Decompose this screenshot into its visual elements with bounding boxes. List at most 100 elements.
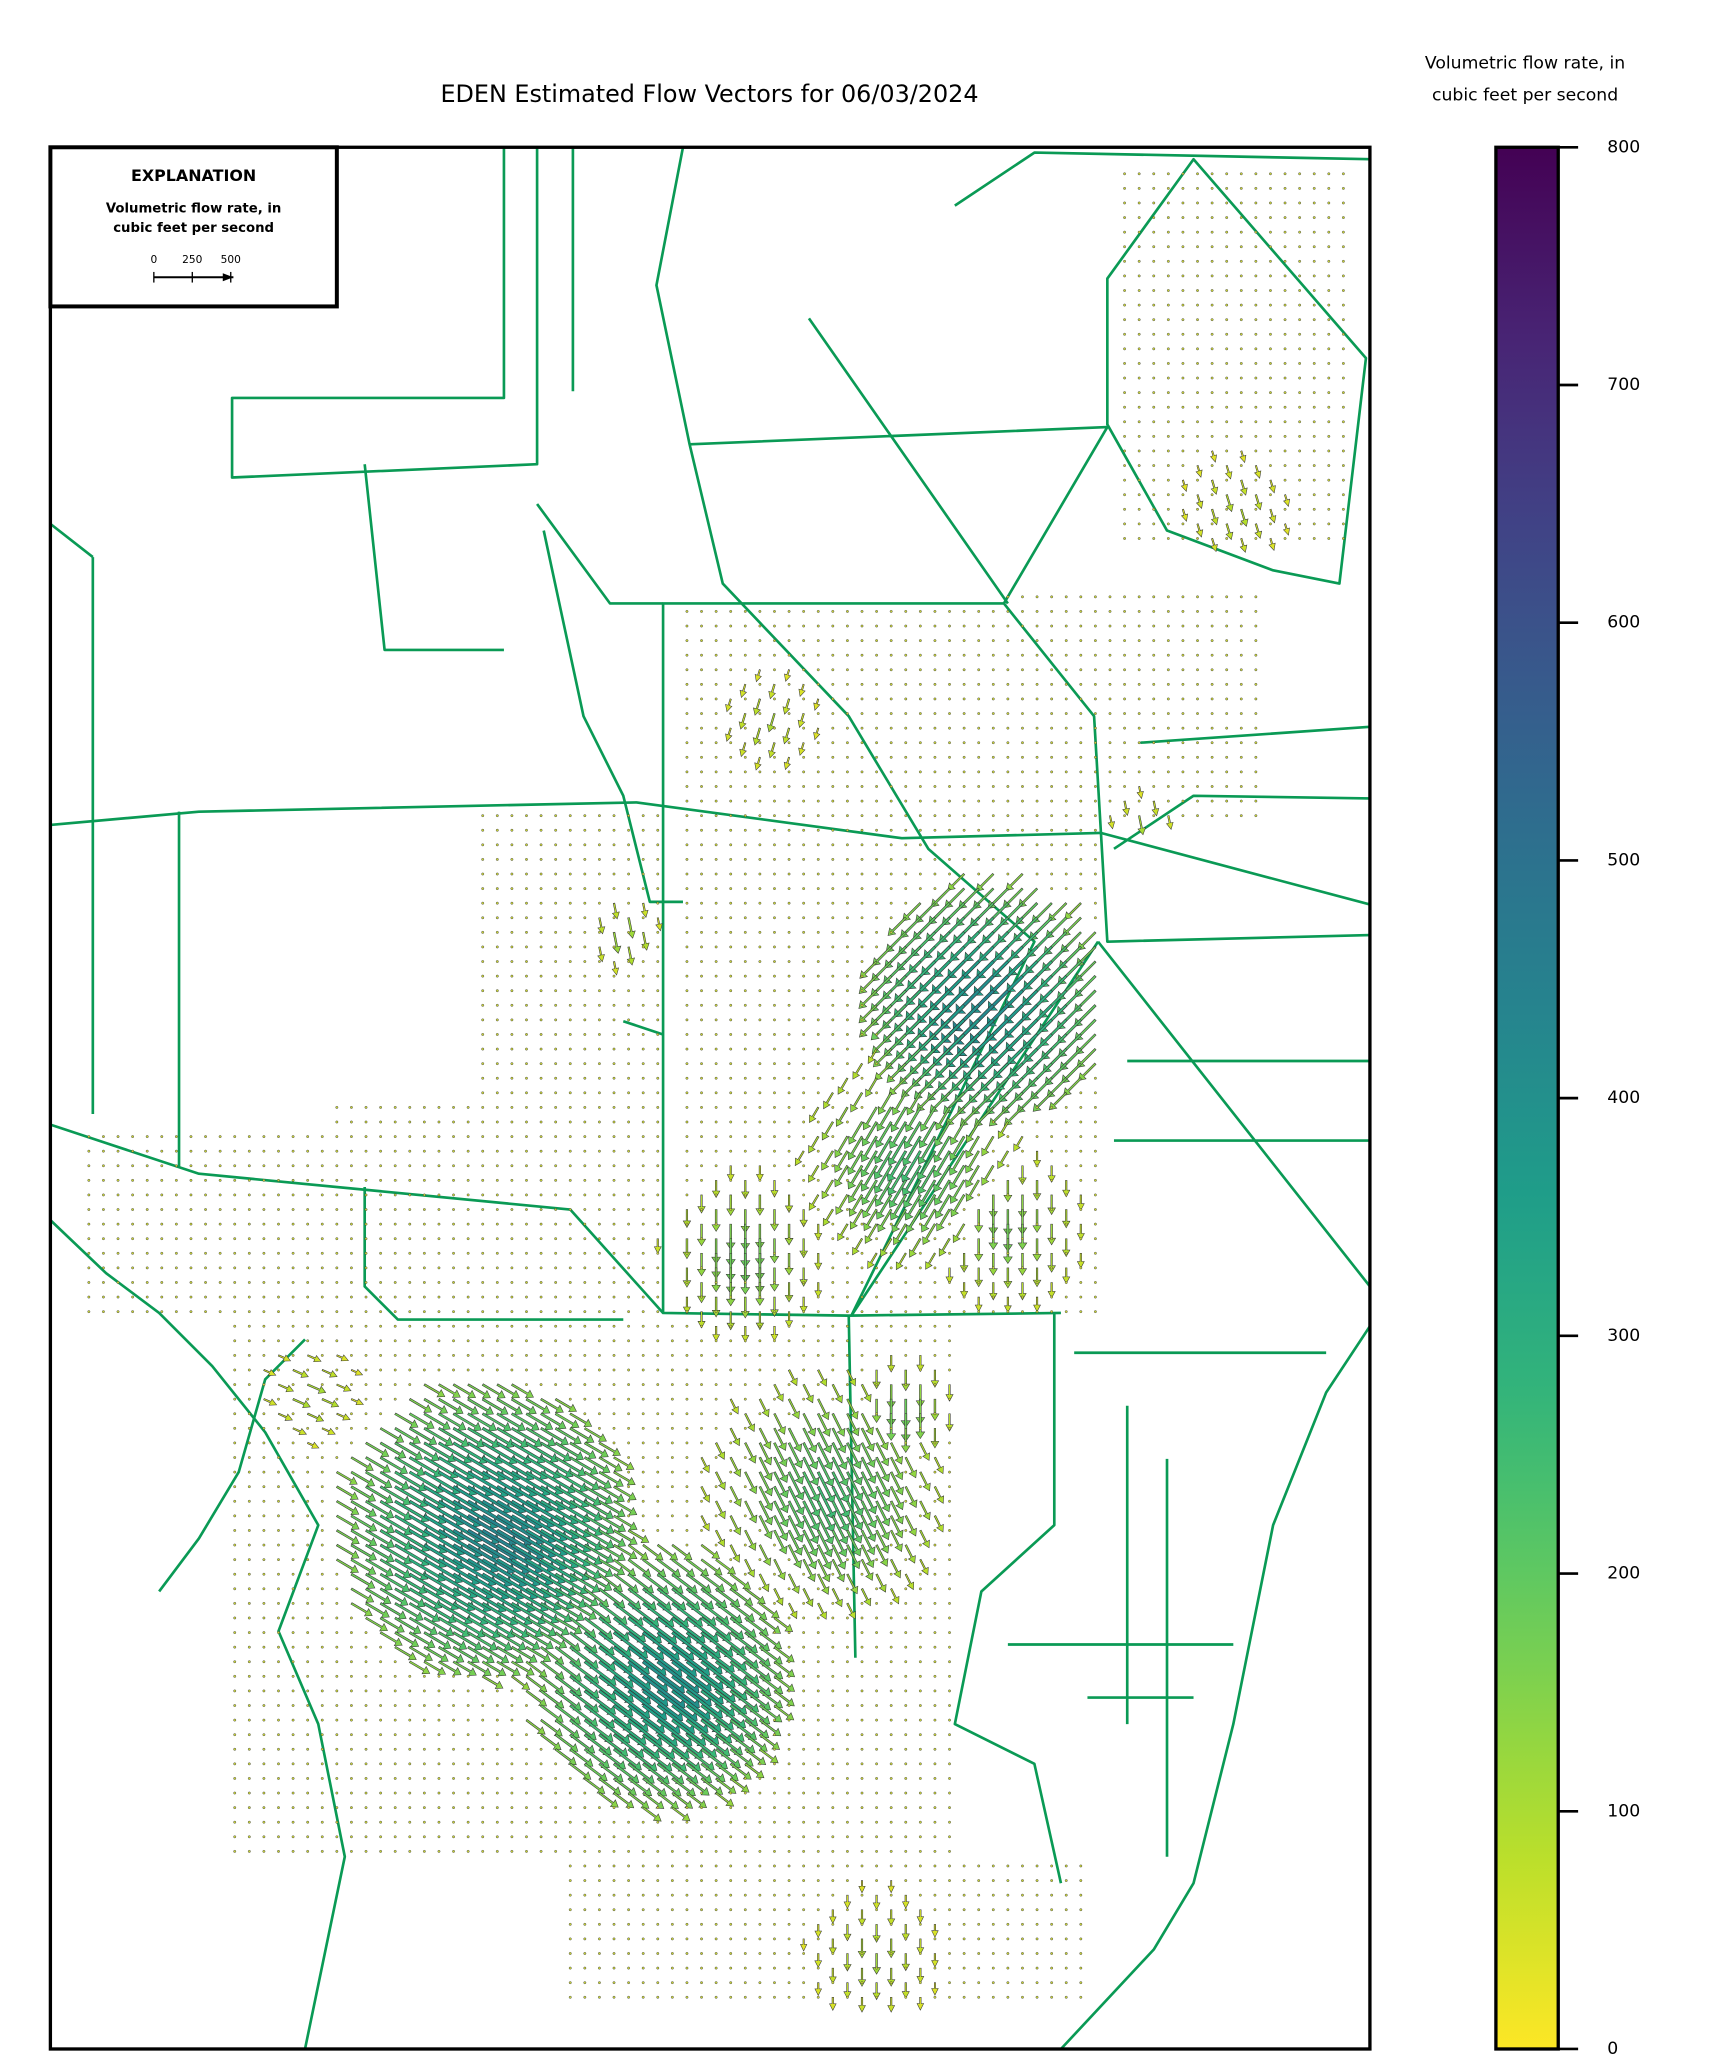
flow-point [831,1879,835,1882]
flow-point [233,1178,237,1182]
flow-point [977,741,981,745]
flow-point [598,1120,601,1124]
flow-point [904,799,908,803]
flow-vector [831,1514,849,1545]
flow-point [277,1441,280,1445]
flow-vector [700,1485,710,1503]
flow-point [583,1908,587,1912]
flow-point [1035,828,1039,832]
flow-point [525,1704,528,1707]
flow-vector [583,1470,612,1489]
flow-point [685,814,689,818]
flow-point [612,1281,616,1284]
flow-point [1181,434,1185,438]
flow-vector [860,1383,872,1403]
flow-point [1006,653,1010,657]
flow-point [977,697,981,701]
flow-point [933,1441,937,1445]
flow-point [918,785,922,788]
flow-point [743,1033,747,1036]
flow-point [1196,785,1199,788]
flow-point [627,1003,630,1007]
flow-vector [814,1223,823,1241]
flow-vector [974,1106,995,1127]
flow-point [1050,858,1054,861]
flow-vector [860,1135,878,1163]
flow-point [743,799,747,803]
flow-point [773,1106,776,1109]
flow-point [1166,639,1170,643]
flow-point [525,1354,528,1357]
flow-vector [744,1442,757,1464]
flow-point [525,974,528,978]
flow-point [262,1718,266,1722]
flow-point [437,1208,441,1211]
flow-point [598,1922,601,1926]
flow-point [1181,493,1185,497]
flow-point [729,1820,733,1824]
flow-point [714,1120,718,1124]
flow-point [962,697,966,701]
flow-point [510,1747,514,1751]
flow-vector [933,1485,944,1504]
flow-point [379,1689,382,1693]
flow-vector [758,1718,782,1737]
flow-vector [394,1427,421,1445]
flow-vector [671,1791,694,1809]
flow-vector [813,727,821,741]
flow-point [1342,347,1345,351]
flow-point [306,1835,310,1839]
flow-point [1006,755,1010,759]
flow-point [875,712,878,715]
flow-point [262,1208,266,1211]
flow-point [612,1922,616,1926]
flow-vector [933,1135,951,1163]
flow-point [846,974,849,978]
flow-point [277,1310,280,1314]
flow-point [991,858,995,861]
flow-vector [408,1412,435,1430]
flow-vector [787,1427,803,1453]
flow-point [1123,303,1126,307]
flow-point [598,1003,601,1007]
flow-vector [408,1616,438,1636]
flow-point [1035,1966,1039,1970]
flow-vector [350,1543,377,1561]
flow-point [452,1120,455,1124]
flow-point [758,1893,762,1897]
flow-point [977,624,981,628]
flow-point [554,1193,558,1197]
flow-vector [598,1777,622,1795]
flow-point [1137,245,1141,249]
flow-point [277,1208,280,1211]
flow-point [787,1266,791,1270]
flow-point [408,1704,412,1707]
flow-point [685,1120,689,1124]
flow-point [758,1091,762,1095]
flow-point [656,1397,660,1401]
flow-point [627,1426,630,1430]
flow-vector [758,1544,772,1567]
flow-point [1327,376,1331,380]
flow-point [291,1456,295,1459]
flow-point [393,1820,397,1824]
flow-point [933,1558,937,1562]
flow-point [889,1820,893,1824]
flow-point [773,843,776,847]
flow-point [729,755,733,759]
flow-point [700,1339,703,1343]
flow-point [948,1441,951,1445]
flow-point [670,1441,674,1445]
flow-point [262,1164,266,1168]
flow-point [1152,741,1156,745]
flow-point [948,1674,951,1678]
flow-point [1225,697,1229,701]
flow-point [875,901,878,905]
flow-vector [922,1223,937,1245]
flow-point [948,682,951,686]
flow-point [948,1908,951,1912]
flow-point [641,828,645,832]
flow-point [1108,785,1112,788]
flow-point [743,1572,747,1576]
flow-vector [887,1909,896,1927]
